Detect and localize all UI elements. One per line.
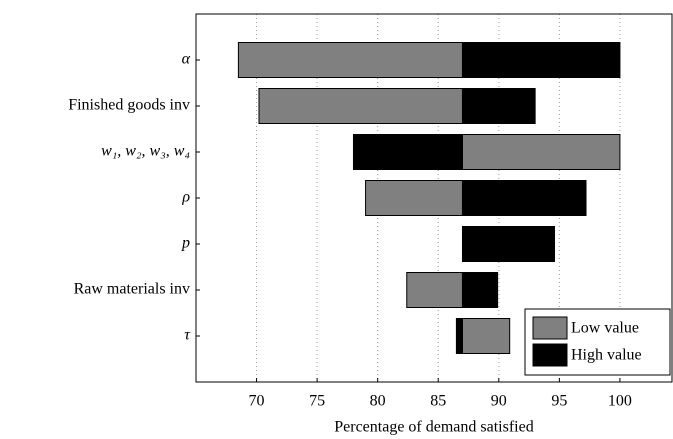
bar: [258, 88, 463, 124]
y-tick-label: ρ: [181, 189, 190, 206]
x-tick-label: 75: [309, 393, 325, 410]
bar: [461, 318, 511, 354]
bar: [461, 88, 536, 124]
bar: [461, 226, 556, 262]
bar: [237, 42, 463, 78]
y-tick-label: w₁, w₂, w₃, w₄: [101, 143, 190, 160]
x-tick-label: 100: [608, 393, 632, 410]
x-tick-label: 90: [491, 393, 507, 410]
bar: [461, 272, 499, 308]
y-tick-label: Raw materials inv: [74, 281, 190, 298]
bar: [352, 134, 463, 170]
x-tick-label: 85: [430, 393, 446, 410]
y-tick-label: τ: [184, 327, 191, 344]
bar: [365, 180, 463, 216]
y-tick-label: α: [182, 51, 191, 68]
legend-swatch: [532, 343, 568, 367]
bar: [461, 42, 621, 78]
legend: Low value High value: [524, 308, 671, 376]
legend-label: Low value: [571, 320, 639, 337]
bar: [461, 180, 587, 216]
plot-frame: [195, 13, 673, 383]
x-axis-label: Percentage of demand satisfied: [334, 419, 533, 436]
legend-swatch: [532, 316, 568, 340]
y-tick-label: Finished goods inv: [68, 97, 190, 114]
x-tick-label: 95: [551, 393, 567, 410]
x-tick-label: 70: [249, 393, 265, 410]
x-tick-label: 80: [370, 393, 386, 410]
y-tick-label: p: [181, 235, 190, 252]
bar: [406, 272, 463, 308]
bar: [461, 134, 621, 170]
legend-label: High value: [571, 347, 642, 364]
bar: [455, 318, 463, 354]
